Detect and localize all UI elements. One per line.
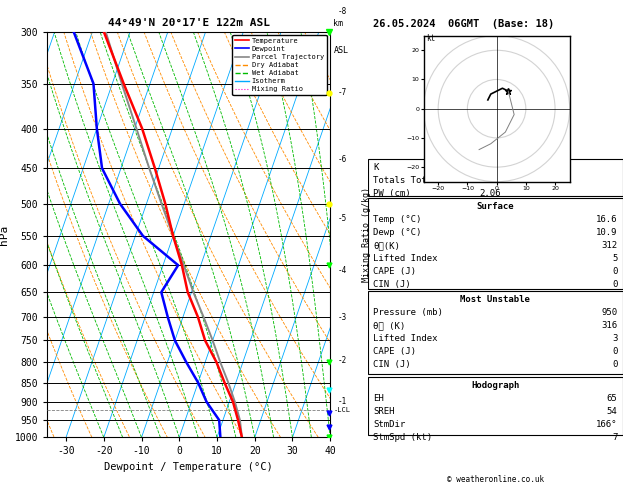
Title: 44°49'N 20°17'E 122m ASL: 44°49'N 20°17'E 122m ASL (108, 18, 270, 28)
Text: -6: -6 (338, 156, 347, 164)
Text: 7: 7 (612, 433, 618, 441)
Text: -3: -3 (338, 313, 347, 322)
Text: Most Unstable: Most Unstable (460, 295, 530, 304)
Text: CAPE (J): CAPE (J) (373, 267, 416, 276)
Text: CIN (J): CIN (J) (373, 360, 411, 369)
Text: 0: 0 (612, 280, 618, 289)
Text: 312: 312 (601, 241, 618, 250)
Text: -1: -1 (338, 397, 347, 406)
Text: Surface: Surface (477, 202, 514, 211)
Bar (368, 159, 623, 196)
Text: © weatheronline.co.uk: © weatheronline.co.uk (447, 474, 544, 484)
Text: Pressure (mb): Pressure (mb) (373, 308, 443, 317)
Text: -5: -5 (338, 214, 347, 223)
Text: Hodograph: Hodograph (471, 381, 520, 390)
Text: km: km (333, 18, 343, 28)
X-axis label: Dewpoint / Temperature (°C): Dewpoint / Temperature (°C) (104, 462, 273, 472)
Text: SREH: SREH (373, 407, 394, 416)
Text: θᴄ (K): θᴄ (K) (373, 321, 405, 330)
Text: 2.06: 2.06 (479, 190, 501, 198)
Text: θᴄ(K): θᴄ(K) (373, 241, 400, 250)
Text: StmDir: StmDir (373, 419, 405, 429)
Text: CIN (J): CIN (J) (373, 280, 411, 289)
Text: Temp (°C): Temp (°C) (373, 215, 421, 224)
Text: CAPE (J): CAPE (J) (373, 347, 416, 356)
Text: Totals Totals: Totals Totals (373, 176, 443, 186)
Text: EH: EH (373, 394, 384, 402)
Text: 166°: 166° (596, 419, 618, 429)
Text: 950: 950 (601, 308, 618, 317)
Text: -2: -2 (338, 356, 347, 364)
Text: -7: -7 (338, 87, 347, 97)
Legend: Temperature, Dewpoint, Parcel Trajectory, Dry Adiabat, Wet Adiabat, Isotherm, Mi: Temperature, Dewpoint, Parcel Trajectory… (232, 35, 326, 95)
Text: Lifted Index: Lifted Index (373, 334, 438, 343)
Text: Mixing Ratio (g/kg): Mixing Ratio (g/kg) (362, 187, 371, 282)
Text: Dewp (°C): Dewp (°C) (373, 228, 421, 237)
Text: 316: 316 (601, 321, 618, 330)
Text: 0: 0 (612, 347, 618, 356)
Text: 54: 54 (607, 407, 618, 416)
Text: 23: 23 (490, 163, 501, 173)
Y-axis label: hPa: hPa (0, 225, 9, 244)
Text: 3: 3 (612, 334, 618, 343)
Bar (368, 198, 623, 289)
Text: PW (cm): PW (cm) (373, 190, 411, 198)
Text: -8: -8 (338, 7, 347, 17)
Text: Lifted Index: Lifted Index (373, 254, 438, 263)
Text: ASL: ASL (333, 46, 348, 55)
Bar (368, 291, 623, 375)
Text: StmSpd (kt): StmSpd (kt) (373, 433, 432, 441)
Text: -4: -4 (338, 266, 347, 275)
Text: 16.6: 16.6 (596, 215, 618, 224)
Text: 26.05.2024  06GMT  (Base: 18): 26.05.2024 06GMT (Base: 18) (373, 19, 554, 29)
Bar (368, 377, 623, 435)
Text: 65: 65 (607, 394, 618, 402)
Text: 46: 46 (490, 176, 501, 186)
Text: 5: 5 (612, 254, 618, 263)
Text: K: K (373, 163, 379, 173)
Text: -LCL: -LCL (333, 407, 350, 413)
Text: 10.9: 10.9 (596, 228, 618, 237)
Text: 0: 0 (612, 360, 618, 369)
Text: 0: 0 (612, 267, 618, 276)
